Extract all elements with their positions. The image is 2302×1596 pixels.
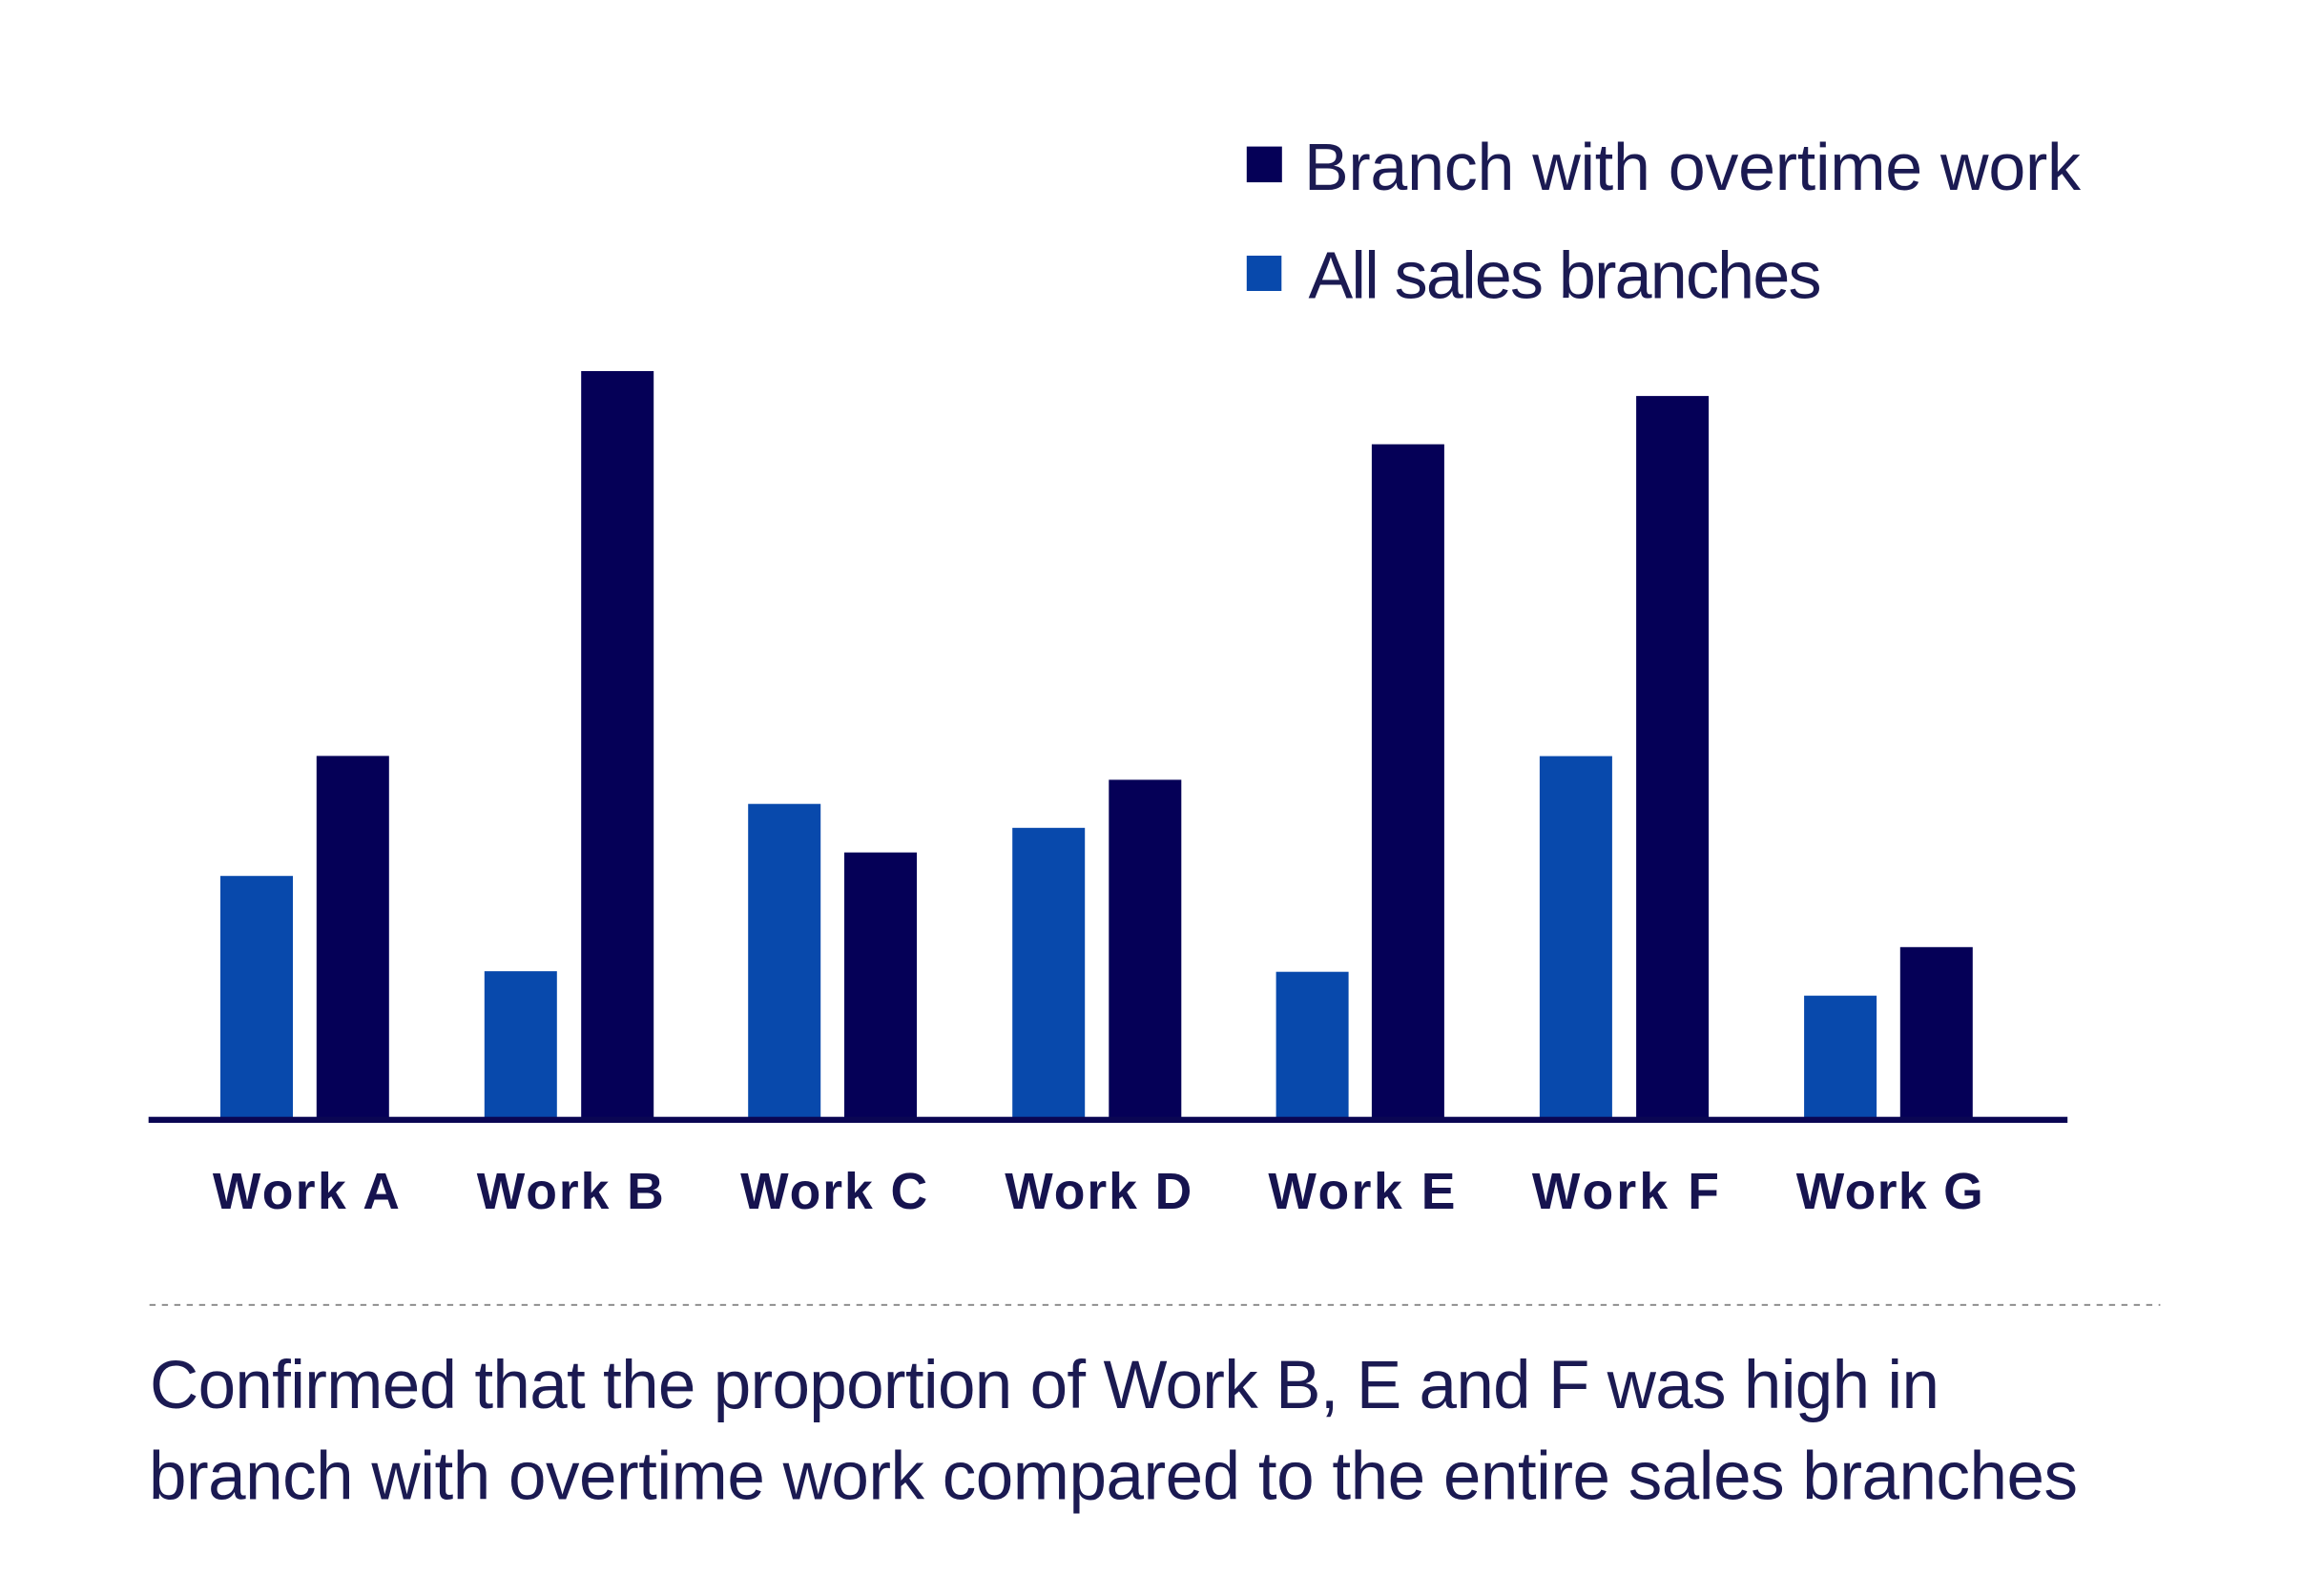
svg-text:All sales branches: All sales branches	[1309, 238, 1822, 313]
svg-text:Work G: Work G	[1796, 1164, 1983, 1220]
svg-text:Work C: Work C	[740, 1164, 927, 1220]
svg-text:Work E: Work E	[1268, 1164, 1455, 1220]
svg-text:Work B: Work B	[477, 1164, 664, 1220]
svg-text:Work D: Work D	[1005, 1164, 1192, 1220]
svg-text:Confirmed that the proportion: Confirmed that the proportion of Work B,…	[150, 1348, 1939, 1423]
svg-text:Branch with overtime work: Branch with overtime work	[1304, 130, 2082, 204]
svg-text:branch with overtime work comp: branch with overtime work compared to th…	[149, 1440, 2078, 1515]
svg-text:Work A: Work A	[213, 1164, 400, 1220]
svg-text:Work F: Work F	[1532, 1164, 1719, 1220]
